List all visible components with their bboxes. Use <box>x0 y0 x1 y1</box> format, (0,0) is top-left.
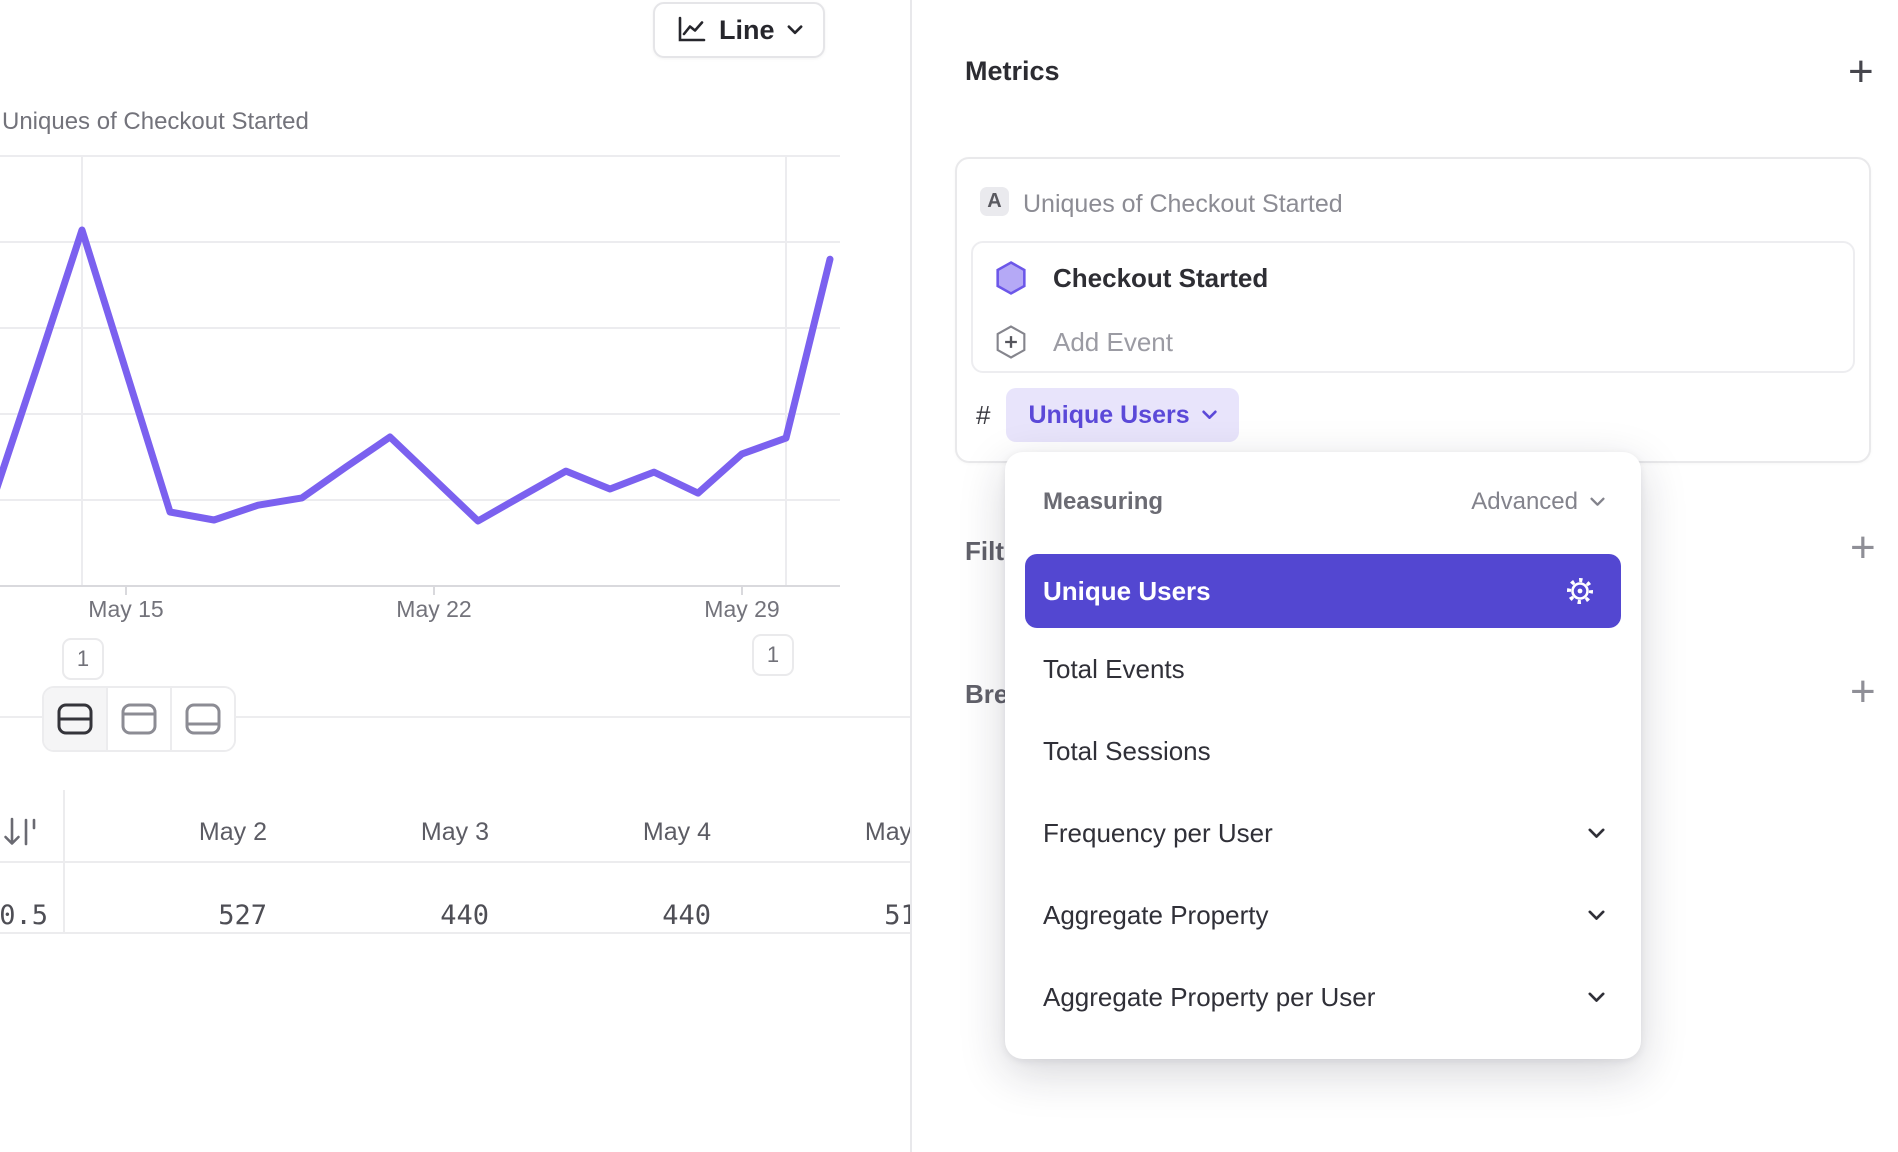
line-chart-icon <box>675 15 707 45</box>
measuring-option-label: Frequency per User <box>1043 817 1273 848</box>
advanced-label: Advanced <box>1471 488 1578 515</box>
split-view-icon <box>56 702 94 736</box>
table-cell: 527 <box>218 900 267 931</box>
measuring-option-total-sessions[interactable]: Total Sessions <box>1005 710 1641 792</box>
table-column-header[interactable]: May 4 <box>642 818 711 846</box>
sort-descending-icon[interactable] <box>2 814 42 850</box>
chevron-down-icon <box>1588 910 1605 921</box>
table-column-header[interactable]: May 5 <box>864 818 910 846</box>
top-bar-view-icon <box>120 702 158 736</box>
metric-card: A Uniques of Checkout Started Checkout S… <box>955 157 1871 463</box>
pagination-badge-left[interactable]: 1 <box>62 638 104 680</box>
bottom-bar-view-icon <box>184 702 222 736</box>
measurement-dropdown-trigger[interactable]: Unique Users <box>1006 388 1239 442</box>
metric-name[interactable]: Uniques of Checkout Started <box>1023 190 1343 218</box>
event-hexagon-icon <box>995 260 1027 296</box>
metrics-section-title: Metrics <box>965 56 1060 86</box>
measuring-option-label: Aggregate Property per User <box>1043 981 1376 1012</box>
chart-type-dropdown-button[interactable]: Line <box>653 2 825 58</box>
measuring-option-unique-users[interactable]: Unique Users <box>1025 554 1621 628</box>
event-name: Checkout Started <box>1053 262 1269 293</box>
chart-axis <box>0 585 840 595</box>
measuring-option-label: Unique Users <box>1043 575 1211 606</box>
x-tick-label: May 29 <box>704 596 780 622</box>
event-row[interactable]: Checkout Started <box>995 260 1268 296</box>
measuring-dropdown-menu: Measuring Advanced Unique Users Total Eve… <box>1005 452 1641 1059</box>
number-sign-label: # <box>976 399 991 430</box>
layout-split-view-button[interactable] <box>44 688 106 750</box>
section-divider <box>0 716 910 718</box>
chevron-down-icon <box>787 25 803 35</box>
event-subcard: Checkout Started Add Event <box>971 241 1855 373</box>
pagination-badge-right[interactable]: 1 <box>752 634 794 676</box>
layout-switcher <box>42 686 236 752</box>
chevron-down-icon <box>1588 992 1605 1003</box>
add-filter-button[interactable]: + <box>1850 523 1876 572</box>
measuring-dropdown-items: Unique Users Total Events Total Sessions Fr… <box>1005 554 1641 1038</box>
add-metric-button[interactable]: + <box>1848 47 1874 96</box>
layout-chart-only-button[interactable] <box>106 688 170 750</box>
measuring-option-label: Aggregate Property <box>1043 899 1269 930</box>
measuring-option-frequency-per-user[interactable]: Frequency per User <box>1005 792 1641 874</box>
add-event-row[interactable]: Add Event <box>995 324 1173 360</box>
chevron-down-icon <box>1588 828 1605 839</box>
add-event-label: Add Event <box>1053 326 1173 357</box>
chart-title: Uniques of Checkout Started <box>2 108 309 135</box>
x-tick-label: May 22 <box>396 596 472 622</box>
table-cell: 510 <box>884 900 910 931</box>
table-cell: 440 <box>440 900 489 931</box>
layout-table-only-button[interactable] <box>170 688 234 750</box>
pane-divider <box>910 0 912 1152</box>
measurement-value: Unique Users <box>1028 400 1190 429</box>
measuring-label: Measuring <box>1043 488 1164 515</box>
filters-section-label-partial: Filt <box>965 536 1004 566</box>
table-column-header[interactable]: May 3 <box>420 818 489 846</box>
add-event-hexagon-icon <box>995 324 1027 360</box>
table-header-divider <box>0 861 910 863</box>
table-column-header[interactable]: May 2 <box>198 818 267 846</box>
add-breakdown-button[interactable]: + <box>1850 667 1876 716</box>
advanced-mode-toggle[interactable]: Advanced <box>1471 488 1605 516</box>
x-axis-tick-labels: May 15 May 22 May 29 <box>0 596 910 626</box>
table-cell: 440 <box>662 900 711 931</box>
measuring-option-aggregate-property-per-user[interactable]: Aggregate Property per User <box>1005 956 1641 1038</box>
measuring-option-aggregate-property[interactable]: Aggregate Property <box>1005 874 1641 956</box>
gear-icon[interactable] <box>1563 574 1597 608</box>
measure-row: # Unique Users <box>976 388 1239 442</box>
measuring-option-total-events[interactable]: Total Events <box>1005 628 1641 710</box>
table-row-label-partial: 0.5 <box>0 900 48 931</box>
table-row-divider <box>0 932 910 934</box>
chart-pane: Line Uniques of Checkout Started <box>0 0 910 1152</box>
chevron-down-icon <box>1590 497 1605 507</box>
x-tick-label: May 15 <box>88 596 164 622</box>
chart-type-label: Line <box>719 14 775 45</box>
measuring-dropdown-header: Measuring Advanced <box>1043 486 1605 518</box>
measuring-option-label: Total Sessions <box>1043 735 1211 766</box>
metric-letter-badge: A <box>980 187 1009 216</box>
series-line <box>0 226 834 525</box>
chevron-down-icon <box>1201 410 1217 420</box>
line-chart[interactable] <box>0 150 840 610</box>
breakdowns-section-label-partial: Bre <box>965 679 1009 709</box>
measuring-option-label: Total Events <box>1043 653 1185 684</box>
